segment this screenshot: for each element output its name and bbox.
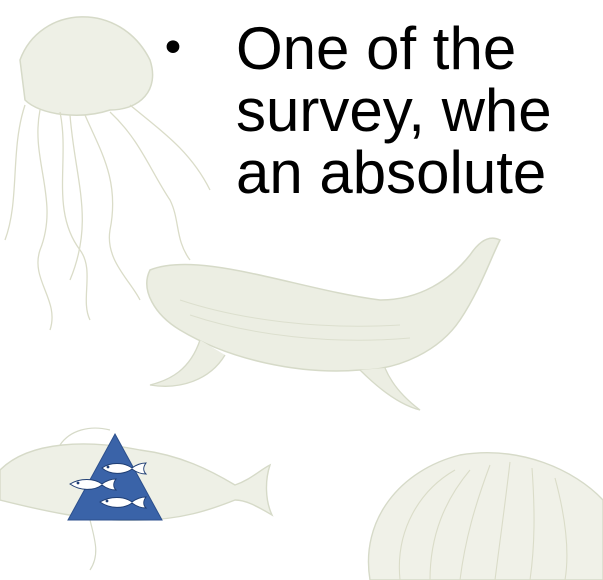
bullet-text: One of the survey, whe an absolute (236, 18, 552, 204)
fish-triangle-logo (67, 432, 163, 521)
bullet-item: • One of the survey, whe an absolute (160, 18, 603, 204)
bullet-block: • One of the survey, whe an absolute (160, 18, 603, 204)
whale-icon (146, 237, 502, 411)
bullet-line-2: survey, whe (236, 77, 552, 144)
bullet-marker: • (160, 23, 186, 74)
bullet-line-1: One of the (236, 18, 517, 82)
jellyfish-icon (19, 16, 154, 116)
bullet-line-3: an absolute (236, 139, 547, 204)
scallop-shell-icon (367, 452, 603, 580)
